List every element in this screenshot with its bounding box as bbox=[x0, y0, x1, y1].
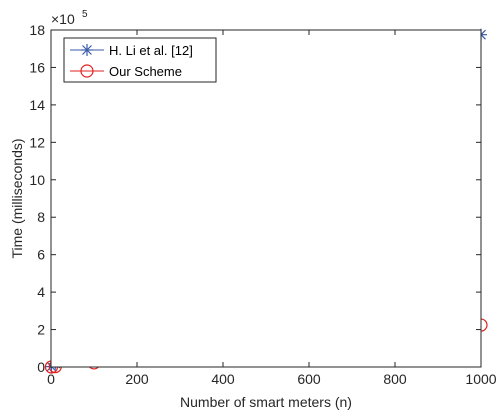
y-tick-label: 4 bbox=[37, 284, 45, 300]
x-tick-label: 0 bbox=[47, 371, 55, 387]
x-axis-title: Number of smart meters (n) bbox=[180, 394, 352, 410]
y-tick-label: 14 bbox=[29, 97, 45, 113]
x-tick-label: 600 bbox=[297, 371, 321, 387]
legend-item: H. Li et al. [12] bbox=[70, 43, 193, 58]
marker-stroke bbox=[82, 45, 92, 55]
x-tick-label: 800 bbox=[383, 371, 407, 387]
legend-marker bbox=[80, 64, 94, 78]
y-tick-label: 8 bbox=[37, 209, 45, 225]
y-tick-label: 18 bbox=[29, 22, 45, 38]
legend-item: Our Scheme bbox=[70, 64, 182, 79]
axes: 0 200 400 600 800 1000 0 2 4 6 8 10 12 14 16 18 Number o… bbox=[9, 9, 497, 410]
y-axis-multiplier-exponent: 5 bbox=[82, 9, 88, 20]
legend-marker bbox=[81, 44, 93, 56]
y-tick-label: 0 bbox=[37, 359, 45, 375]
y-tick-label: 2 bbox=[37, 322, 45, 338]
legend: H. Li et al. [12] Our Scheme bbox=[63, 37, 217, 83]
y-tick-label: 10 bbox=[29, 172, 45, 188]
x-tick-label: 400 bbox=[211, 371, 235, 387]
y-tick-label: 16 bbox=[29, 59, 45, 75]
y-tick-label: 6 bbox=[37, 247, 45, 263]
y-axis-title: Time (milliseconds) bbox=[9, 138, 25, 258]
y-axis-multiplier: ×10 bbox=[51, 11, 75, 27]
legend-label: Our Scheme bbox=[109, 64, 182, 79]
x-tick-label: 1000 bbox=[465, 371, 496, 387]
x-tick-label: 200 bbox=[125, 371, 149, 387]
legend-label: H. Li et al. [12] bbox=[109, 43, 193, 58]
y-tick-label: 12 bbox=[29, 134, 45, 150]
plot-frame bbox=[50, 29, 482, 368]
legend-box bbox=[63, 37, 217, 83]
